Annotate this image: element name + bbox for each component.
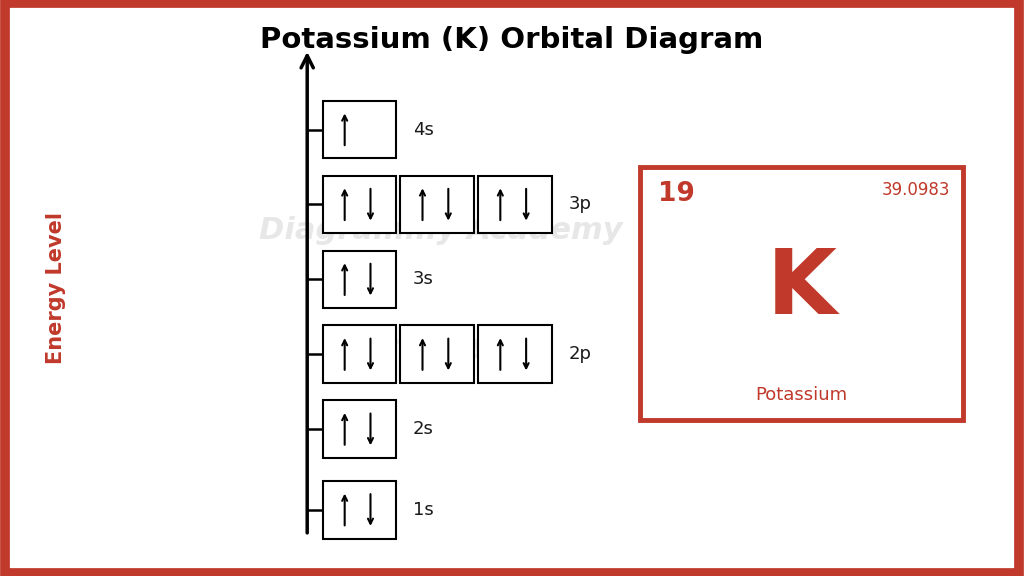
Text: Potassium: Potassium bbox=[756, 386, 847, 404]
Text: 1s: 1s bbox=[413, 501, 433, 519]
Text: 3p: 3p bbox=[568, 195, 591, 214]
Text: Diagrammy Academy: Diagrammy Academy bbox=[258, 216, 623, 245]
Bar bbox=[400, 325, 474, 383]
Bar bbox=[323, 400, 396, 458]
Text: K: K bbox=[766, 245, 837, 333]
Text: Energy Level: Energy Level bbox=[46, 212, 67, 364]
Bar bbox=[400, 176, 474, 233]
Text: 2p: 2p bbox=[568, 345, 591, 363]
Bar bbox=[478, 176, 552, 233]
Bar bbox=[323, 251, 396, 308]
Text: 39.0983: 39.0983 bbox=[882, 181, 950, 199]
Bar bbox=[323, 176, 396, 233]
Text: 3s: 3s bbox=[413, 270, 433, 289]
Text: 19: 19 bbox=[658, 181, 695, 207]
Text: Potassium (K) Orbital Diagram: Potassium (K) Orbital Diagram bbox=[260, 26, 764, 54]
Text: 2s: 2s bbox=[413, 420, 433, 438]
Bar bbox=[323, 325, 396, 383]
Bar bbox=[323, 101, 396, 158]
Bar bbox=[640, 167, 963, 420]
Text: 4s: 4s bbox=[413, 120, 433, 139]
Bar bbox=[478, 325, 552, 383]
Bar bbox=[323, 481, 396, 539]
Text: Diagrammy.com: Diagrammy.com bbox=[327, 334, 554, 358]
